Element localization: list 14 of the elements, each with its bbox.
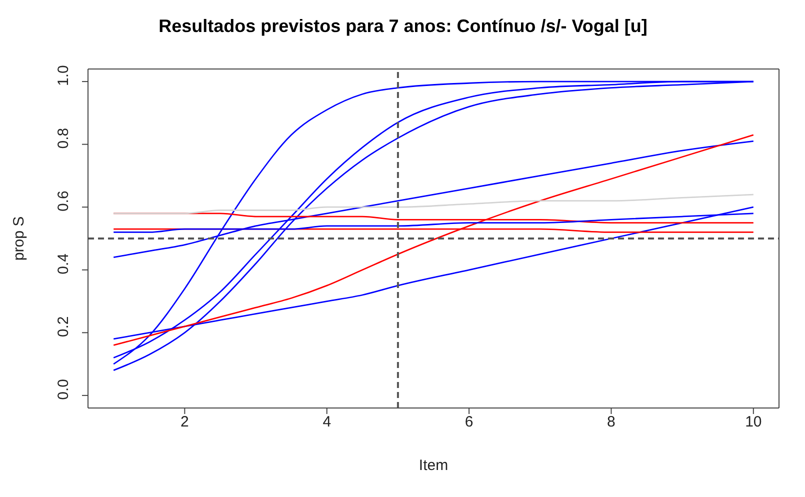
x-tick-label: 4 [322,414,332,431]
y-tick-label: 0.8 [55,128,72,149]
y-tick-label: 0.4 [55,253,72,274]
y-tick-label: 0.2 [55,316,72,338]
x-tick-label: 10 [745,414,762,431]
y-tick-label: 0.0 [55,379,72,400]
y-tick-label: 1.0 [55,65,72,86]
x-tick-label: 2 [180,414,189,431]
x-tick-label: 8 [607,414,616,431]
y-axis-title: prop S [10,216,28,261]
chart-title: Resultados previstos para 7 anos: Contínuo /s/- Vogal [u] [158,15,648,38]
x-tick-label: 6 [464,414,474,431]
x-axis-title: Item [418,457,448,474]
y-tick-label: 0.6 [55,190,72,212]
